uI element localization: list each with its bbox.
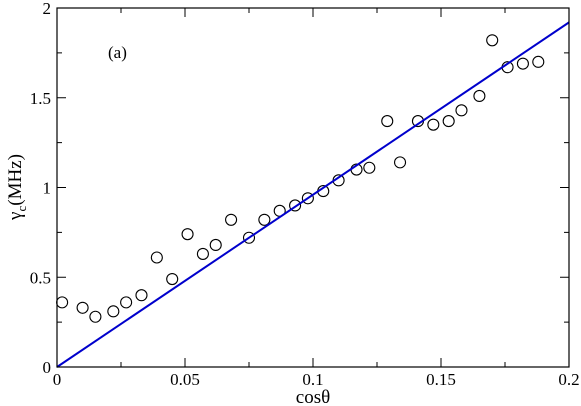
y-axis-label-subscript: c	[14, 206, 29, 212]
data-point-7	[150, 251, 163, 264]
y-tick-label: 1.5	[30, 89, 51, 108]
data-point-16	[289, 199, 302, 212]
data-point-31	[516, 57, 529, 70]
data-point-32	[532, 55, 545, 68]
plot-frame	[56, 7, 570, 368]
data-point-3	[89, 310, 102, 323]
data-point-4	[107, 305, 120, 318]
data-point-17	[301, 192, 314, 205]
y-tick-label: 1	[43, 179, 52, 198]
plot-layer	[56, 21, 570, 368]
data-point-10	[196, 247, 209, 260]
x-tick-label: 0.15	[426, 370, 456, 389]
data-point-14	[258, 213, 271, 226]
fit-line	[56, 21, 570, 368]
data-point-8	[166, 272, 179, 286]
data-point-11	[209, 238, 222, 251]
x-tick-label: 0.1	[302, 370, 323, 389]
data-point-29	[486, 34, 499, 47]
data-point-23	[393, 156, 407, 169]
data-point-21	[363, 161, 376, 174]
data-point-13	[242, 231, 256, 244]
x-tick-label: 0.2	[558, 370, 579, 389]
data-point-22	[381, 115, 394, 128]
data-point-9	[181, 228, 194, 241]
y-axis-label-main: γ	[5, 212, 26, 221]
y-axis-label-unit: (MHz)	[5, 154, 26, 206]
data-point-26	[442, 115, 455, 128]
data-point-27	[455, 104, 468, 117]
y-tick-label: 2	[43, 0, 52, 18]
data-point-2	[76, 301, 89, 314]
panel-annotation: (a)	[108, 43, 127, 62]
data-point-25	[427, 118, 440, 131]
data-point-5	[120, 296, 133, 309]
data-point-6	[135, 289, 148, 302]
x-tick-label: 0	[53, 370, 62, 389]
x-tick-label: 0.05	[170, 370, 200, 389]
data-point-28	[473, 89, 486, 103]
y-tick-label: 0.5	[30, 268, 51, 287]
y-axis-label: γc(MHz)	[5, 154, 29, 221]
axis-ticks: 0 0.05 0.1 0.15 0.2 0 0.5 1 1.5 2	[30, 0, 580, 389]
y-tick-label: 0	[43, 358, 52, 377]
x-axis-label: cosθ	[296, 387, 330, 406]
data-point-12	[225, 213, 238, 226]
data-point-1	[56, 296, 69, 309]
